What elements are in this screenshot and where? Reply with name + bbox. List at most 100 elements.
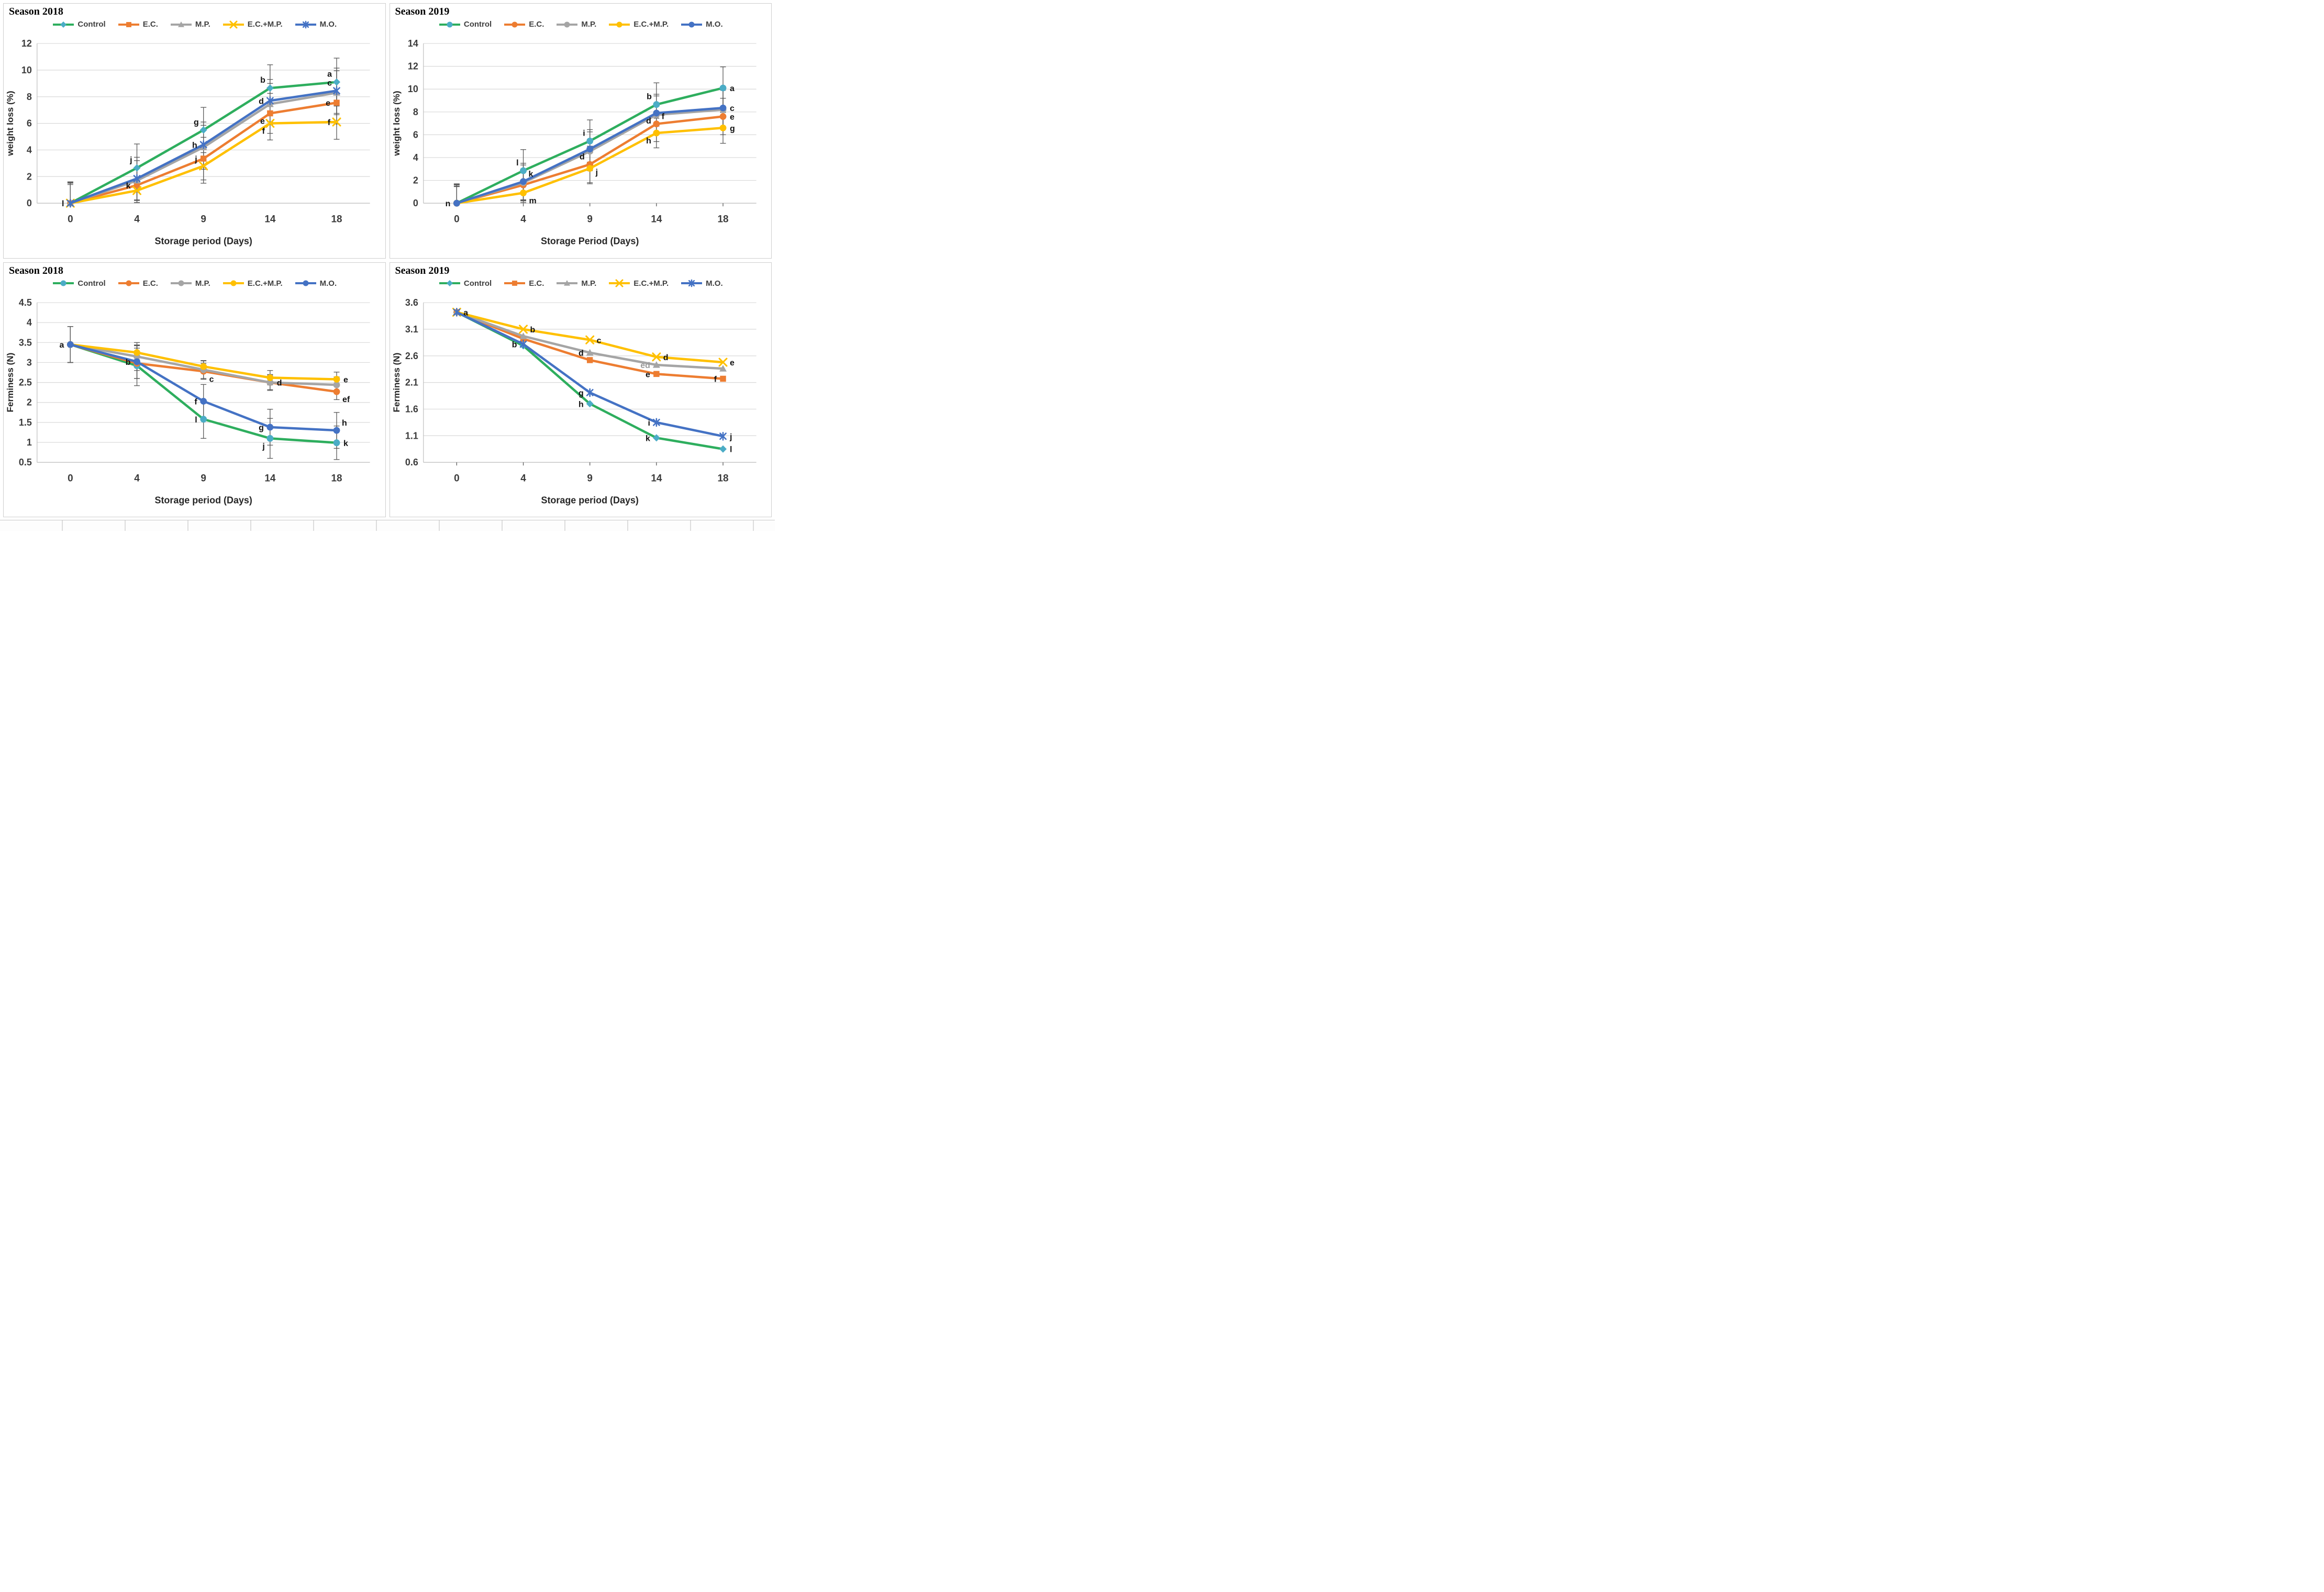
legend-item-control: Control — [52, 20, 106, 29]
svg-text:b: b — [530, 325, 535, 334]
legend-label: Control — [463, 279, 492, 288]
chart-panel-ferminess-2018: Season 2018 Control E.C. M.P. E.C.+M.P. M.O.… — [3, 262, 386, 517]
svg-text:4.5: 4.5 — [19, 297, 32, 308]
legend-label: E.C. — [142, 279, 158, 288]
svg-text:e: e — [326, 99, 330, 108]
svg-text:18: 18 — [331, 473, 342, 484]
chart-svg-ferminess-2019: 3.6 3.1 2.6 2.1 1.6 1.1 0.6 0 4 9 14 18 Storage peri… — [391, 297, 757, 505]
svg-text:0: 0 — [68, 214, 73, 225]
svg-text:b: b — [647, 93, 652, 102]
circle-marker-icon — [681, 21, 703, 28]
legend: Control E.C. M.P. E.C.+M.P. M.O. — [4, 20, 385, 29]
svg-text:e: e — [343, 375, 348, 384]
svg-text:k: k — [126, 182, 131, 191]
svg-text:10: 10 — [21, 65, 32, 75]
legend-item-m-o: M.O. — [294, 20, 337, 29]
legend-item-control: Control — [438, 20, 492, 29]
svg-text:a: a — [327, 70, 332, 79]
svg-text:0: 0 — [454, 473, 460, 484]
x-marker-icon — [223, 20, 244, 28]
svg-text:j: j — [729, 432, 731, 441]
svg-text:j: j — [262, 442, 264, 451]
legend-item-e-c-m-p: E.C.+M.P. — [222, 279, 283, 288]
svg-text:4: 4 — [134, 473, 140, 484]
svg-text:1.1: 1.1 — [405, 430, 418, 441]
legend-label: M.P. — [581, 279, 597, 288]
y-axis-title: Ferminess (N) — [391, 352, 401, 412]
circle-marker-icon — [170, 280, 192, 286]
svg-text:g: g — [194, 118, 199, 127]
legend-item-m-p: M.P. — [170, 279, 210, 288]
asterisk-marker-icon — [681, 279, 703, 287]
point-labels: h k l e f d ed a b c d e b g i j — [463, 308, 735, 454]
circle-marker-icon — [53, 280, 74, 286]
svg-text:l: l — [729, 445, 731, 454]
svg-text:e: e — [260, 117, 265, 126]
chart-svg-weight-loss-2018: 12 10 8 6 4 2 0 0 4 9 14 18 Storage period (Days) wei… — [5, 38, 370, 246]
svg-text:e: e — [729, 358, 734, 367]
series-m-o — [452, 307, 727, 441]
svg-text:a: a — [729, 84, 734, 93]
svg-text:4: 4 — [27, 144, 32, 155]
svg-text:i: i — [648, 418, 650, 427]
svg-text:d: d — [663, 353, 668, 362]
x-axis-title: Storage Period (Days) — [540, 236, 638, 246]
svg-text:4: 4 — [134, 214, 140, 225]
legend-item-control: Control — [52, 279, 106, 288]
svg-text:2.6: 2.6 — [405, 350, 418, 361]
legend-label: E.C.+M.P. — [247, 279, 283, 288]
svg-text:b: b — [260, 76, 265, 85]
chart-svg-ferminess-2018: 4.5 4 3.5 3 2.5 2 1.5 1 0.5 0 4 9 14 18 Storage period… — [5, 297, 370, 505]
chart-canvas: 4.5 4 3.5 3 2.5 2 1.5 1 0.5 0 4 9 14 18 Storage period… — [5, 295, 384, 516]
svg-text:c: c — [596, 336, 601, 345]
legend-label: M.O. — [706, 20, 723, 29]
svg-text:1: 1 — [27, 437, 32, 447]
point-labels: n l i b a j f e m h g k d d c — [445, 84, 735, 208]
circle-marker-icon — [609, 21, 630, 28]
svg-text:14: 14 — [651, 214, 662, 225]
chart-grid: Season 2018 Control E.C. M.P. E.C.+M.P. M.O.… — [3, 3, 772, 517]
legend: Control E.C. M.P. E.C.+M.P. M.O. — [390, 279, 772, 288]
svg-text:c: c — [327, 79, 332, 87]
series-m-o — [66, 341, 340, 434]
svg-text:1.5: 1.5 — [19, 417, 32, 427]
legend-label: M.P. — [195, 20, 210, 29]
svg-text:4: 4 — [413, 152, 418, 163]
svg-text:9: 9 — [587, 214, 593, 225]
triangle-marker-icon — [557, 280, 578, 286]
legend: Control E.C. M.P. E.C.+M.P. M.O. — [4, 279, 385, 288]
svg-text:9: 9 — [587, 473, 593, 484]
svg-text:j: j — [129, 156, 132, 165]
svg-text:h: h — [578, 400, 583, 409]
x-axis-ticks: 0 4 9 14 18 — [68, 473, 342, 484]
spreadsheet-strip — [0, 520, 775, 531]
svg-text:g: g — [729, 124, 735, 133]
svg-text:m: m — [529, 197, 536, 206]
svg-text:14: 14 — [407, 38, 418, 49]
series-e-c-m-p — [66, 341, 340, 383]
chart-title: Season 2018 — [9, 6, 63, 17]
y-axis-title: weight loss (%) — [5, 91, 15, 157]
y-axis-ticks: 4.5 4 3.5 3 2.5 2 1.5 1 0.5 — [19, 297, 32, 467]
legend-label: E.C.+M.P. — [633, 279, 669, 288]
legend-item-e-c-m-p: E.C.+M.P. — [608, 279, 669, 288]
svg-text:9: 9 — [201, 473, 206, 484]
svg-text:8: 8 — [413, 107, 418, 117]
svg-text:9: 9 — [201, 214, 206, 225]
gridlines — [422, 302, 757, 463]
svg-text:f: f — [194, 397, 197, 406]
chart-title: Season 2019 — [395, 6, 450, 17]
svg-text:14: 14 — [264, 473, 275, 484]
legend-label: M.P. — [195, 279, 210, 288]
legend-label: E.C.+M.P. — [633, 20, 669, 29]
svg-text:18: 18 — [717, 473, 728, 484]
svg-text:10: 10 — [407, 84, 418, 94]
point-labels: l j k c ef d e a b f g h — [60, 341, 350, 451]
series-m-o — [453, 104, 726, 207]
legend-item-e-c: E.C. — [117, 279, 158, 288]
svg-text:l: l — [516, 159, 518, 168]
svg-text:j: j — [595, 168, 597, 177]
svg-text:0.6: 0.6 — [405, 457, 418, 467]
svg-text:e: e — [729, 113, 734, 121]
svg-text:2.5: 2.5 — [19, 377, 32, 387]
